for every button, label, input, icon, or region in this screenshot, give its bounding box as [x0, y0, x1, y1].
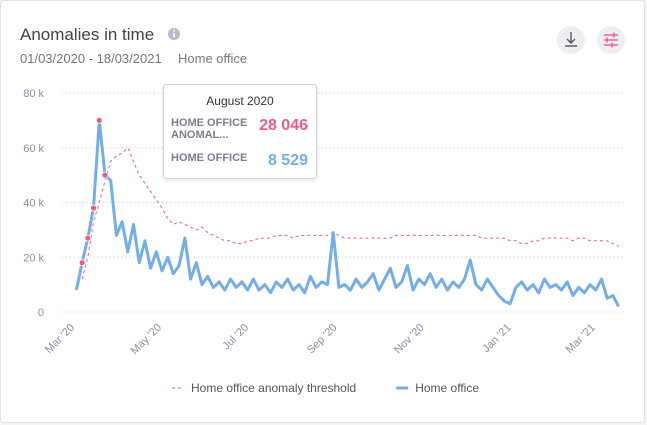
- y-tick-label: 40 k: [23, 198, 44, 210]
- info-icon[interactable]: [168, 28, 180, 40]
- anomaly-dot: [95, 116, 103, 124]
- legend-label: Home office: [415, 381, 479, 395]
- tooltip-value: 8 529: [267, 152, 308, 169]
- threshold-line: [81, 147, 619, 280]
- filter-button[interactable]: [597, 26, 625, 54]
- tooltip-label: HOME OFFICE: [171, 152, 248, 164]
- y-tick-label: 0: [38, 307, 44, 319]
- date-range: 01/03/2020 - 18/03/2021: [20, 51, 162, 66]
- anomaly-dot: [84, 234, 92, 242]
- anomaly-dot: [90, 204, 97, 212]
- tooltip-row: HOME OFFICE 8 529: [171, 152, 308, 170]
- anomaly-dot: [78, 259, 86, 267]
- anomaly-dot: [101, 171, 109, 179]
- scope: Home office: [178, 51, 247, 66]
- legend-item[interactable]: Home office: [396, 381, 479, 395]
- tooltip-value: 28 046: [259, 117, 308, 134]
- data-line: [74, 118, 620, 308]
- tooltip-title: August 2020: [206, 94, 274, 108]
- y-tick-label: 60 k: [23, 143, 44, 155]
- download-button[interactable]: [557, 26, 585, 54]
- y-tick-label: 20 k: [23, 252, 44, 264]
- title: Anomalies in time: [20, 25, 154, 44]
- legend-item[interactable]: Home office anomaly threshold: [172, 381, 356, 395]
- tooltip: August 2020 HOME OFFICE ANOMAL... 28 046 H…: [163, 84, 317, 179]
- tooltip-row: HOME OFFICE ANOMAL... 28 046: [171, 117, 308, 141]
- y-tick-label: 80 k: [23, 88, 44, 100]
- legend-label: Home office anomaly threshold: [191, 381, 356, 395]
- tooltip-label: HOME OFFICE ANOMAL...: [171, 117, 248, 141]
